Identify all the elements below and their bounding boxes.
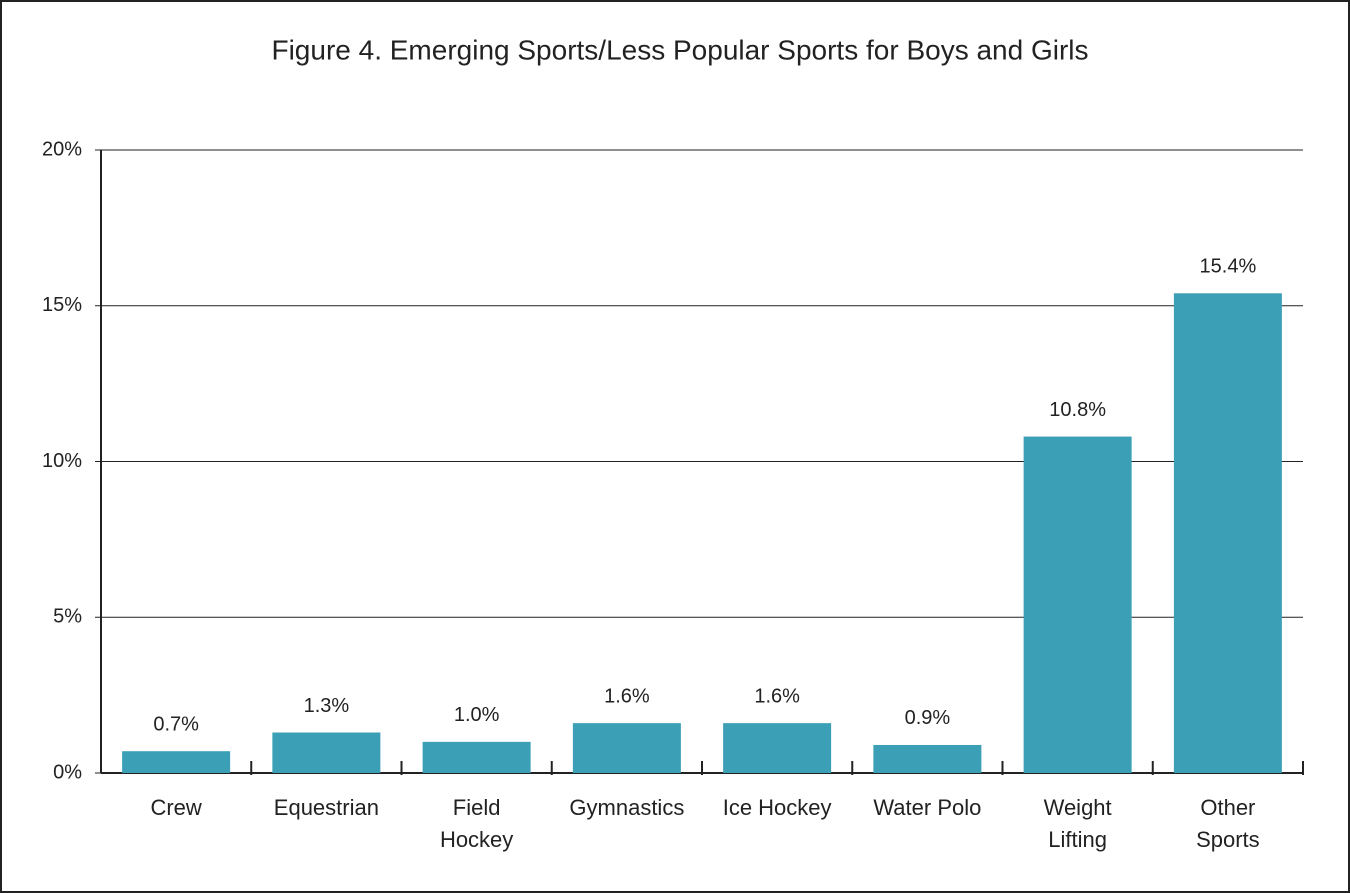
bar <box>272 732 381 773</box>
value-label: 0.7% <box>153 713 199 735</box>
x-tick-label: Ice Hockey <box>722 795 832 820</box>
x-tick-label: Weight Lifting <box>1043 795 1112 852</box>
y-tick-label: 10% <box>42 450 82 472</box>
bar <box>1023 436 1132 773</box>
x-tick-label: Gymnastics <box>569 795 685 820</box>
bar <box>572 723 681 773</box>
value-label: 1.6% <box>604 685 650 707</box>
bar <box>1173 293 1282 773</box>
chart-title: Figure 4. Emerging Sports/Less Popular S… <box>271 34 1088 65</box>
x-tick-label: Crew <box>150 795 202 820</box>
value-label: 1.6% <box>754 685 800 707</box>
value-label: 15.4% <box>1200 256 1257 278</box>
bar <box>122 751 231 773</box>
bar <box>723 723 832 773</box>
bar <box>873 744 982 773</box>
y-tick-label: 0% <box>53 761 82 783</box>
value-label: 0.9% <box>905 707 951 729</box>
y-tick-label: 20% <box>42 138 82 160</box>
x-tick-label: Equestrian <box>273 795 379 820</box>
value-label: 10.8% <box>1049 399 1106 421</box>
value-label: 1.0% <box>454 704 500 726</box>
x-tick-label: Water Polo <box>873 795 982 820</box>
x-tick-label: Other Sports <box>1196 795 1260 852</box>
value-label: 1.3% <box>304 695 350 717</box>
y-tick-label: 15% <box>42 294 82 316</box>
y-tick-label: 5% <box>53 606 82 628</box>
bar <box>422 741 531 773</box>
x-tick-label: Field Hockey <box>439 795 514 852</box>
